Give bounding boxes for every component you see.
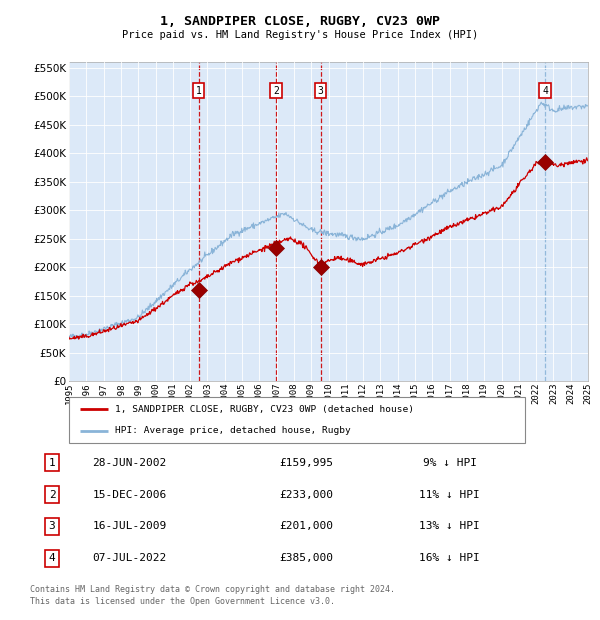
Text: This data is licensed under the Open Government Licence v3.0.: This data is licensed under the Open Gov… xyxy=(30,597,335,606)
Text: 1, SANDPIPER CLOSE, RUGBY, CV23 0WP (detached house): 1, SANDPIPER CLOSE, RUGBY, CV23 0WP (det… xyxy=(115,405,413,414)
Text: £159,995: £159,995 xyxy=(279,458,333,468)
Text: HPI: Average price, detached house, Rugby: HPI: Average price, detached house, Rugb… xyxy=(115,426,350,435)
Text: 1: 1 xyxy=(196,86,202,95)
FancyBboxPatch shape xyxy=(69,397,525,443)
Text: 15-DEC-2006: 15-DEC-2006 xyxy=(92,490,166,500)
Text: 1: 1 xyxy=(49,458,55,468)
Text: 13% ↓ HPI: 13% ↓ HPI xyxy=(419,521,480,531)
Text: 3: 3 xyxy=(49,521,55,531)
Text: 3: 3 xyxy=(317,86,323,95)
Text: 4: 4 xyxy=(542,86,548,95)
Text: 16-JUL-2009: 16-JUL-2009 xyxy=(92,521,166,531)
Text: 2: 2 xyxy=(273,86,279,95)
Text: Price paid vs. HM Land Registry's House Price Index (HPI): Price paid vs. HM Land Registry's House … xyxy=(122,30,478,40)
Text: £233,000: £233,000 xyxy=(279,490,333,500)
Text: 16% ↓ HPI: 16% ↓ HPI xyxy=(419,553,480,563)
Text: 9% ↓ HPI: 9% ↓ HPI xyxy=(422,458,476,468)
Text: 28-JUN-2002: 28-JUN-2002 xyxy=(92,458,166,468)
Text: £201,000: £201,000 xyxy=(279,521,333,531)
Text: 11% ↓ HPI: 11% ↓ HPI xyxy=(419,490,480,500)
Text: 4: 4 xyxy=(49,553,55,563)
Text: £385,000: £385,000 xyxy=(279,553,333,563)
Text: 07-JUL-2022: 07-JUL-2022 xyxy=(92,553,166,563)
Text: Contains HM Land Registry data © Crown copyright and database right 2024.: Contains HM Land Registry data © Crown c… xyxy=(30,585,395,593)
Text: 1, SANDPIPER CLOSE, RUGBY, CV23 0WP: 1, SANDPIPER CLOSE, RUGBY, CV23 0WP xyxy=(160,15,440,27)
Text: 2: 2 xyxy=(49,490,55,500)
